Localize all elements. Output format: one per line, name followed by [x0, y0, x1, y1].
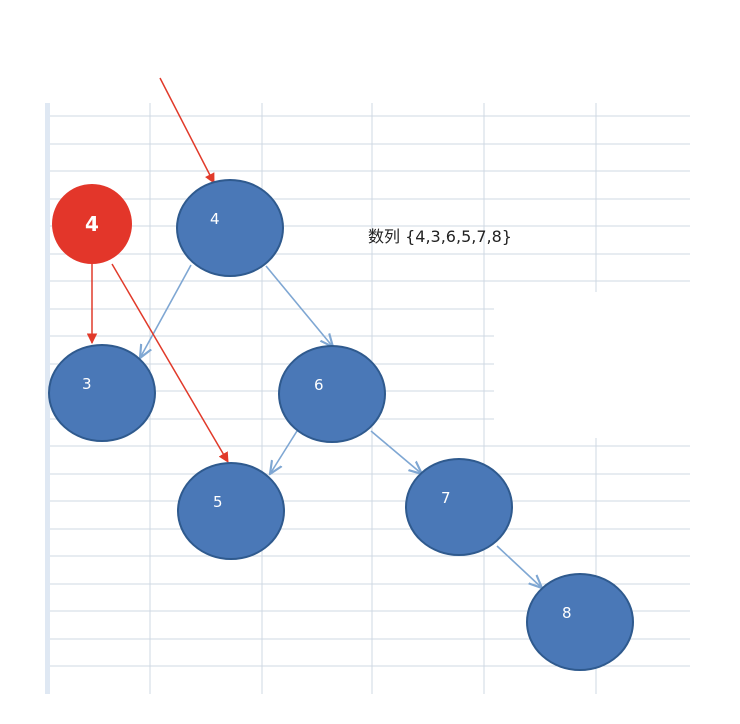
annotation-arrow-top-n4 — [159, 77, 215, 184]
node-circle — [48, 344, 156, 442]
node-label: 4 — [210, 210, 220, 228]
edge-n6-n7 — [370, 430, 422, 474]
node-circle — [177, 462, 285, 560]
edge-n6-n5 — [270, 430, 298, 474]
node-circle — [278, 345, 386, 443]
node-label: 3 — [82, 375, 92, 393]
edge-n4-n6 — [265, 265, 333, 347]
marker-label: 4 — [85, 212, 99, 236]
root-marker-badge: 4 — [52, 184, 132, 264]
tree-node: 7 — [405, 458, 513, 556]
annotation-arrows — [86, 77, 229, 463]
node-circle — [176, 179, 284, 277]
tree-node: 4 — [176, 179, 284, 277]
tree-node: 6 — [278, 345, 386, 443]
tree-node: 8 — [526, 573, 634, 671]
node-label: 5 — [213, 493, 223, 511]
tree-edges — [140, 264, 542, 588]
node-label: 8 — [562, 604, 572, 622]
sequence-text: 数列 {4,3,6,5,7,8} — [368, 227, 512, 246]
tree-node: 3 — [48, 344, 156, 442]
grid-left-bar — [45, 103, 50, 694]
edge-n7-n8 — [496, 545, 542, 588]
tree-node: 5 — [177, 462, 285, 560]
node-circle — [526, 573, 634, 671]
node-circle — [405, 458, 513, 556]
marker-circle — [52, 184, 132, 264]
spreadsheet-grid — [45, 103, 690, 694]
node-label: 6 — [314, 376, 324, 394]
node-label: 7 — [441, 489, 451, 507]
annotation-arrow-marker-n5 — [111, 263, 229, 463]
edge-n4-n3 — [140, 264, 192, 358]
tree-nodes: 4 3 6 5 7 8 — [48, 179, 634, 671]
